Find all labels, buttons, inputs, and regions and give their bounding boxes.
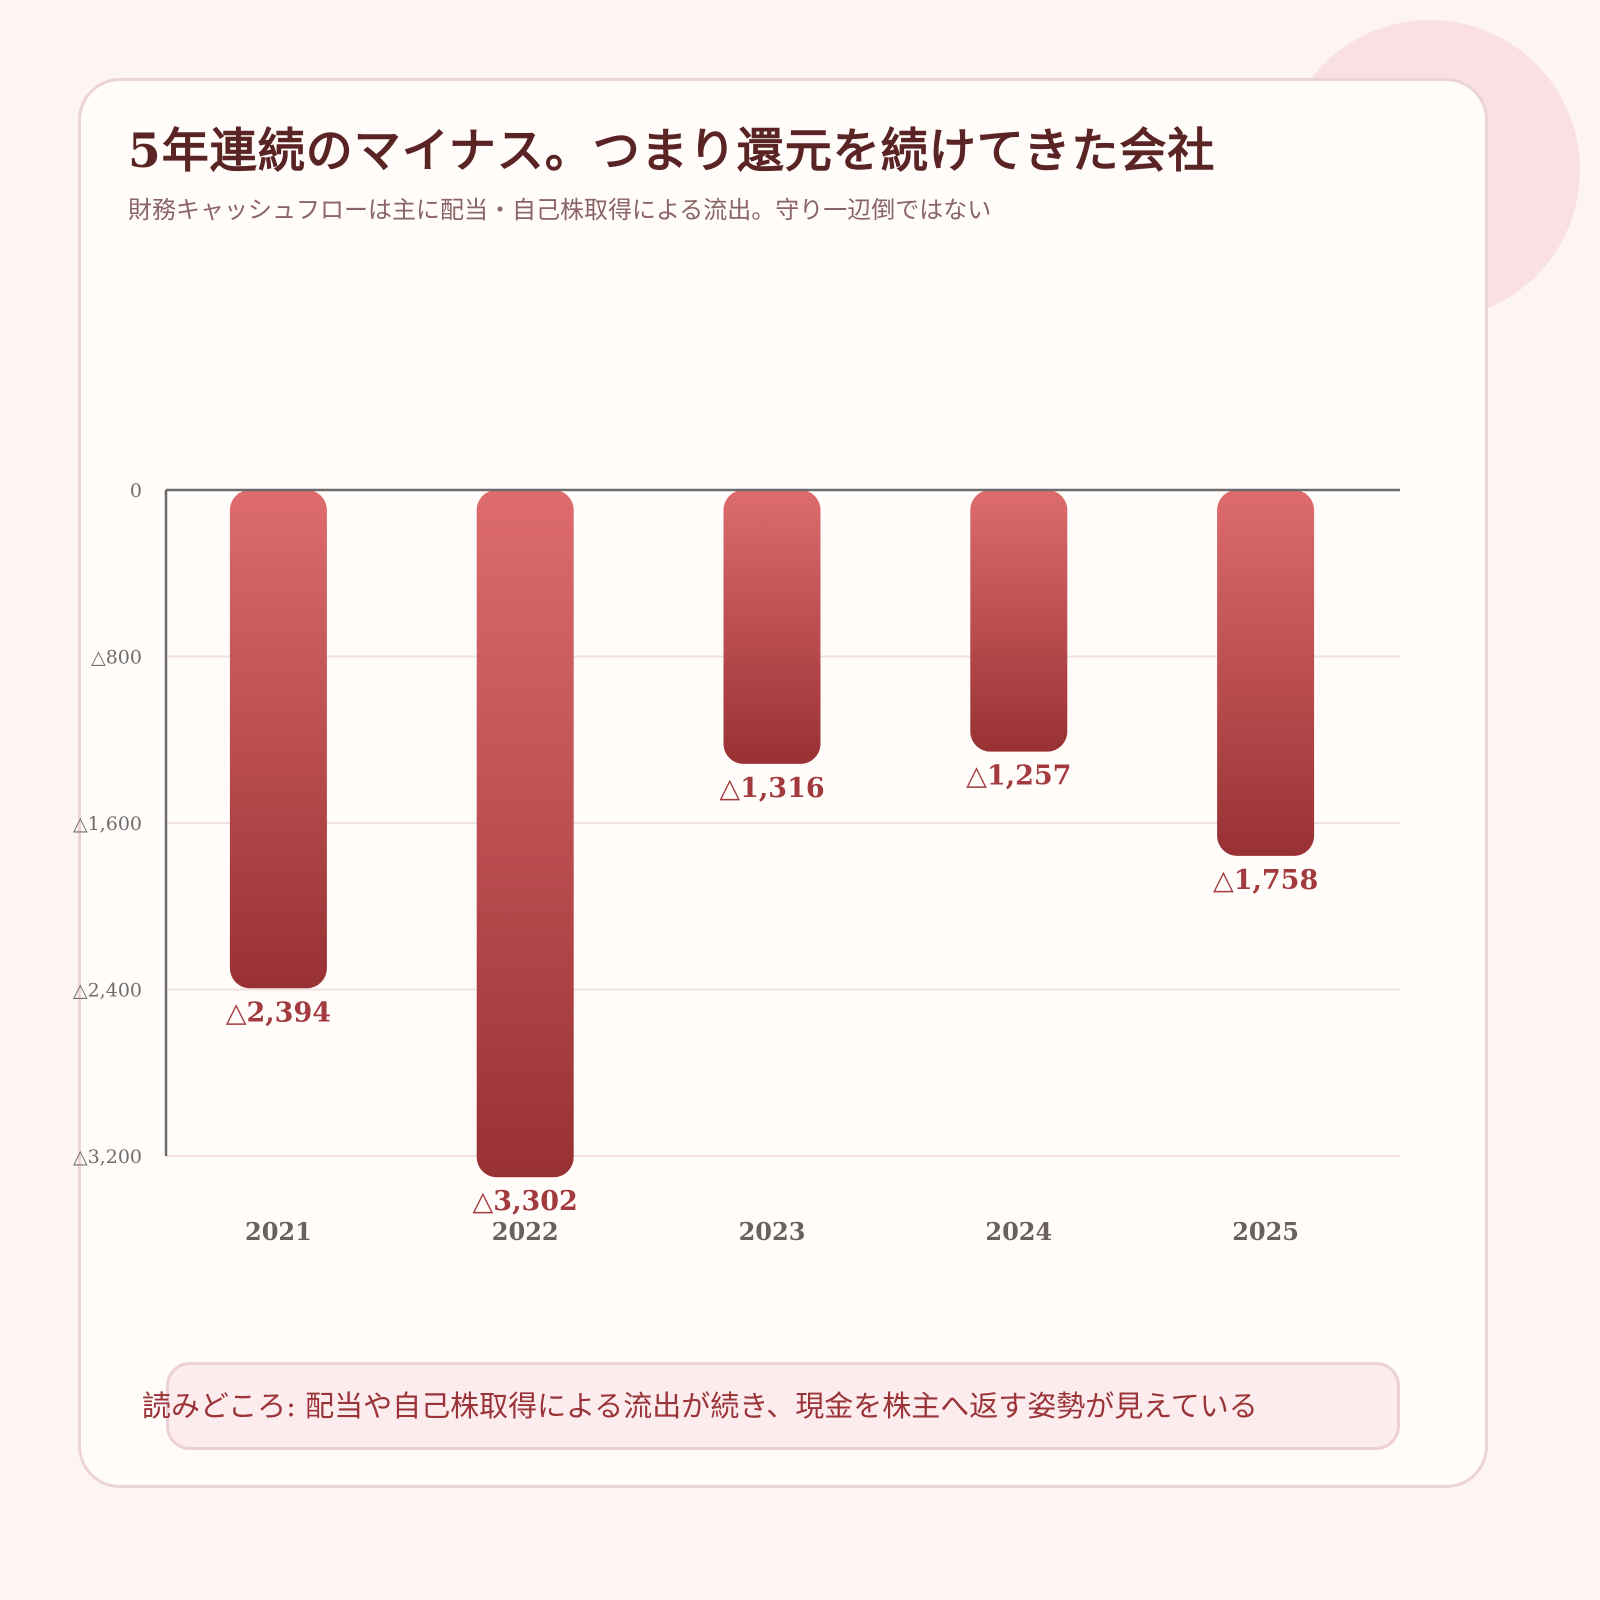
bar-2021 <box>229 490 327 989</box>
x-tick-label: 2024 <box>985 1217 1052 1246</box>
data-label: △1,257 <box>966 761 1071 792</box>
y-tick-label: 0 <box>130 480 142 502</box>
y-tick-label: △2,400 <box>73 980 142 1002</box>
data-label: △3,302 <box>473 1186 578 1217</box>
bar-2023 <box>723 490 821 764</box>
takeaway-text: 読みどころ: 配当や自己株取得による流出が続き、現金を株主へ返す姿勢が見えている <box>142 1389 1258 1423</box>
page-subtitle: 財務キャッシュフローは主に配当・自己株取得による流出。守り一辺倒ではない <box>128 196 992 224</box>
data-label: △1,758 <box>1213 865 1318 896</box>
x-tick-label: 2022 <box>492 1217 559 1246</box>
bar-2022 <box>476 490 574 1178</box>
data-label: △1,316 <box>719 773 824 804</box>
x-tick-label: 2025 <box>1232 1217 1299 1246</box>
y-tick-label: △800 <box>91 647 142 669</box>
x-tick-label: 2021 <box>245 1217 312 1246</box>
y-tick-label: △3,200 <box>73 1146 142 1168</box>
y-tick-label: △1,600 <box>73 813 142 835</box>
bar-2025 <box>1217 490 1315 856</box>
data-label: △2,394 <box>226 997 331 1028</box>
x-tick-label: 2023 <box>739 1217 806 1246</box>
takeaway-box <box>166 1362 1400 1450</box>
page-title: 5年連続のマイナス。つまり還元を続けてきた会社 <box>128 124 1216 179</box>
bar-2024 <box>970 490 1068 752</box>
